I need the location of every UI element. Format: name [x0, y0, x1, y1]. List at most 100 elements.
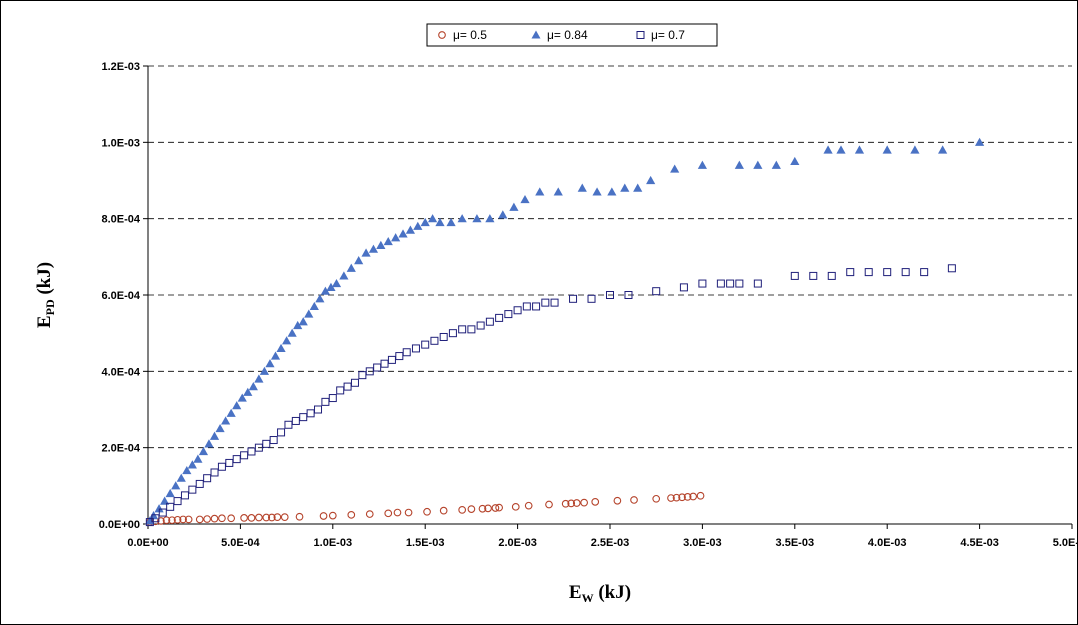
data-point [184, 515, 193, 524]
data-point [179, 515, 187, 524]
data-point [524, 501, 533, 510]
data-point [846, 268, 855, 277]
data-point [511, 502, 520, 511]
data-point [240, 451, 249, 460]
data-point [607, 187, 617, 196]
data-point [299, 413, 308, 422]
data-point [291, 416, 300, 425]
data-point [267, 513, 276, 522]
data-point [180, 491, 189, 500]
data-point [404, 508, 413, 517]
data-point [295, 512, 304, 521]
x-tick-label: 3.5E-03 [776, 537, 815, 549]
data-point [580, 498, 588, 507]
data-point [652, 494, 661, 503]
data-point [420, 217, 430, 227]
data-point [716, 279, 725, 288]
x-tick-label: 5.0E-03 [1053, 537, 1078, 549]
data-point [689, 492, 698, 501]
data-point [823, 145, 833, 154]
data-point [227, 514, 236, 523]
data-point [166, 502, 175, 511]
data-point [204, 439, 214, 448]
x-tick-label: 2.0E-03 [498, 537, 537, 549]
data-points [145, 137, 985, 527]
data-point [232, 455, 241, 464]
data-point [151, 514, 160, 523]
data-point [457, 214, 467, 223]
y-ticks: 0.0E+00 2.0E-04 4.0E-04 6.0E-04 8.0E-04 1.0E-… [99, 61, 148, 531]
data-point [504, 310, 513, 319]
data-point [262, 513, 271, 522]
legend-marker-mu-0-84 [531, 30, 541, 39]
data-point [243, 387, 253, 396]
data-point [225, 458, 234, 467]
data-point [358, 371, 367, 380]
y-tick-label: 4.0E-04 [101, 366, 140, 378]
data-point [387, 355, 396, 364]
data-point [376, 240, 386, 249]
data-point [270, 351, 281, 360]
series-0 [145, 491, 705, 526]
data-point [572, 499, 581, 507]
data-point [734, 160, 744, 169]
data-point [158, 508, 167, 517]
data-point [405, 225, 416, 234]
data-point [402, 348, 411, 357]
data-point [247, 514, 256, 522]
data-point [735, 279, 744, 288]
data-point [354, 256, 364, 265]
data-point [383, 236, 393, 246]
data-point [448, 329, 457, 338]
data-point [309, 301, 319, 311]
data-point [670, 164, 680, 173]
data-point [315, 294, 325, 303]
data-point [513, 306, 522, 315]
data-point [259, 366, 270, 375]
data-point [753, 160, 763, 169]
data-point [277, 428, 286, 437]
data-point [319, 512, 328, 520]
data-point [439, 332, 448, 341]
x-tick-label: 1.0E-03 [314, 537, 353, 549]
data-point [698, 279, 707, 288]
data-point [472, 214, 482, 223]
data-point [293, 320, 303, 330]
data-point [679, 283, 688, 292]
data-point [569, 294, 578, 303]
data-point [209, 431, 220, 440]
data-point [188, 485, 197, 494]
data-point [854, 145, 865, 154]
data-point [336, 386, 345, 395]
data-point [276, 343, 286, 353]
data-point [683, 493, 692, 501]
data-point [320, 286, 331, 295]
data-point [157, 517, 165, 525]
x-tick-label: 0.0E+00 [127, 537, 168, 549]
data-point [237, 393, 247, 402]
legend-marker-mu-0-5 [438, 31, 446, 39]
data-point [458, 506, 467, 514]
y-tick-label: 6.0E-04 [101, 290, 140, 302]
data-point [458, 325, 467, 334]
data-point [160, 496, 170, 505]
data-point [630, 496, 638, 504]
data-point [187, 460, 197, 469]
data-point [195, 479, 204, 488]
data-point [368, 244, 379, 253]
data-point [284, 420, 293, 429]
data-point [411, 344, 420, 353]
data-point [553, 187, 563, 196]
legend-label-mu-0-7: μ= 0.7 [651, 28, 685, 42]
data-point [314, 405, 323, 414]
data-point [240, 514, 248, 522]
data-point [373, 363, 382, 372]
data-point [176, 473, 186, 482]
data-point [882, 145, 892, 154]
data-point [328, 394, 337, 403]
legend-label-mu-0-84: μ= 0.84 [547, 28, 588, 42]
data-point [883, 268, 892, 277]
data-point [280, 513, 289, 521]
series-1 [145, 137, 985, 525]
data-point [328, 511, 337, 520]
